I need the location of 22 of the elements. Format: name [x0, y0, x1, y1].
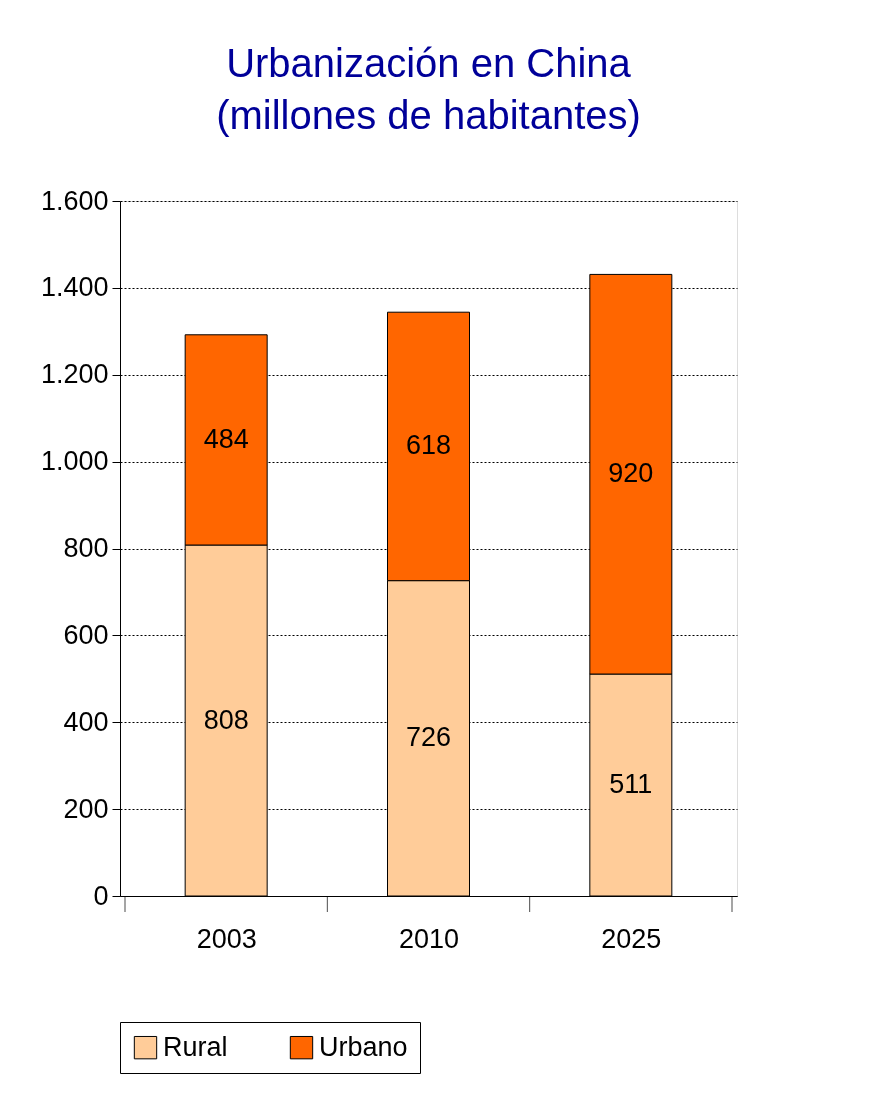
- text: Urbanización en China: [226, 41, 631, 85]
- y-tick-label: 600: [63, 619, 109, 650]
- y-tick-label: 1.200: [40, 359, 109, 390]
- legend-label: Urbano: [319, 1031, 408, 1062]
- data-label: 511: [609, 769, 653, 800]
- data-label: 618: [405, 430, 452, 461]
- y-tick-label: 1.600: [40, 185, 109, 216]
- x-tick-label: 2003: [196, 923, 257, 954]
- y-tick-label: 1.000: [40, 446, 109, 477]
- y-tick-label: 1.400: [40, 272, 109, 303]
- data-label: 808: [203, 704, 249, 735]
- y-tick-label: 400: [63, 706, 109, 737]
- data-label: 484: [203, 423, 249, 454]
- legend-label: Rural: [163, 1031, 228, 1062]
- y-tick-label: 200: [63, 793, 109, 824]
- x-tick-label: 2010: [398, 923, 460, 954]
- text: (millones de habitantes): [216, 93, 641, 137]
- x-tick-label: 2025: [601, 923, 662, 954]
- y-tick-label: 800: [63, 533, 109, 563]
- data-label: 920: [608, 458, 654, 489]
- data-label: 726: [405, 722, 452, 753]
- y-tick-label: 0: [93, 880, 109, 911]
